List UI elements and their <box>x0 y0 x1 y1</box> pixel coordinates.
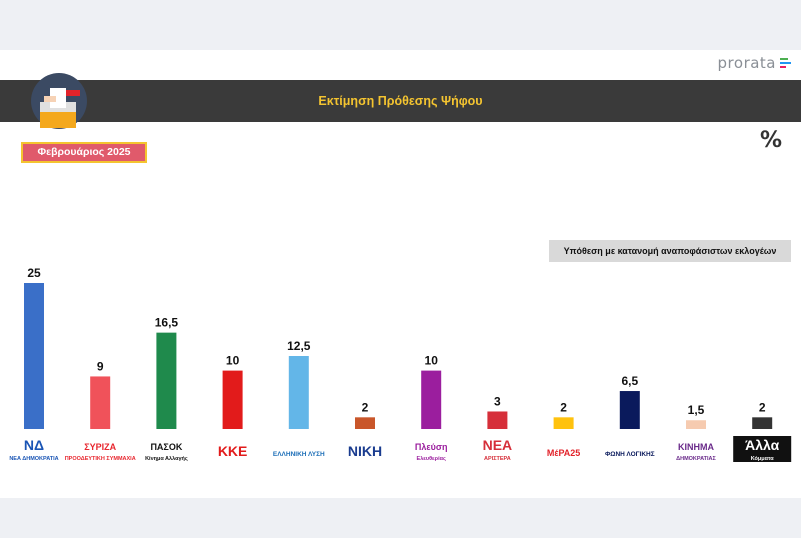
bar-value-label: 10 <box>226 354 240 368</box>
bar <box>487 411 508 429</box>
bar <box>686 420 706 429</box>
party-logo-text: ΝΙΚΗ <box>348 443 382 459</box>
party-logo-text: Πλεύση <box>415 442 448 452</box>
bar-value-label: 6,5 <box>621 374 638 388</box>
bar-value-label: 3 <box>494 394 501 408</box>
bar-value-label: 1,5 <box>688 403 705 417</box>
bar <box>156 332 177 429</box>
date-badge: Φεβρουάριος 2025 <box>21 142 147 163</box>
prorata-logo: prorata <box>718 54 791 72</box>
bar <box>288 356 309 429</box>
brand-name: prorata <box>717 54 776 72</box>
party-logo-text: ΦΩΝΗ ΛΟΓΙΚΗΣ <box>605 451 655 458</box>
bar-value-label: 2 <box>759 400 766 414</box>
party-logo-subtext: Κόμματα <box>751 456 775 462</box>
bar <box>752 417 773 429</box>
party-logo-text: ΚΚΕ <box>218 443 248 459</box>
ballot-box-icon <box>31 73 87 129</box>
slide-background <box>0 50 801 498</box>
bar <box>619 391 640 429</box>
party-logo-text: ΠΑΣΟΚ <box>150 442 182 452</box>
party-logo-subtext: Ελευθερίας <box>417 456 446 462</box>
percent-unit-label: % <box>760 128 783 153</box>
header-band <box>0 80 801 122</box>
party-logo-text: ΚΙΝΗΜΑ <box>678 442 714 452</box>
bar <box>421 370 442 429</box>
assumption-note: Υπόθεση με κατανομή αναποφάσιστων εκλογέ… <box>549 240 791 262</box>
brand-mark-icon <box>780 58 791 68</box>
party-logo-subtext: ΔΗΜΟΚΡΑΤΙΑΣ <box>676 456 716 462</box>
bar <box>222 370 243 429</box>
bar-value-label: 10 <box>425 354 439 368</box>
bar-value-label: 12,5 <box>287 339 311 353</box>
party-logo-subtext: ΑΡΙΣΤΕΡΑ <box>484 456 511 462</box>
party-logo-text: ΣΥΡΙΖΑ <box>84 442 116 452</box>
bar-value-label: 2 <box>362 400 369 414</box>
bar-value-label: 2 <box>560 400 567 414</box>
bar <box>24 283 44 429</box>
party-logo-text: ΕΛΛΗΝΙΚΗ ΛΥΣΗ <box>273 451 325 458</box>
bar <box>90 376 111 429</box>
party-logo-text: Άλλα <box>745 437 780 453</box>
bar-value-label: 9 <box>97 359 104 373</box>
party-logo-text: ΜέΡΑ25 <box>547 448 580 458</box>
party-logo-text: ΝΕΑ <box>483 437 513 453</box>
bar-value-label: 16,5 <box>155 316 179 330</box>
bar <box>355 417 375 429</box>
party-logo-subtext: ΝΕΑ ΔΗΜΟΚΡΑΤΙΑ <box>9 456 58 462</box>
party-logo-text: ΝΔ <box>24 437 44 453</box>
party-logo-box <box>733 436 792 462</box>
party-logo-subtext: Κίνημα Αλλαγής <box>145 456 188 462</box>
bar <box>553 417 574 429</box>
bar-value-label: 25 <box>27 266 41 280</box>
party-logo-subtext: ΠΡΟΟΔΕΥΤΙΚΗ ΣΥΜΜΑΧΙΑ <box>65 456 136 462</box>
chart-title: Εκτίμηση Πρόθεσης Ψήφου <box>318 94 483 108</box>
